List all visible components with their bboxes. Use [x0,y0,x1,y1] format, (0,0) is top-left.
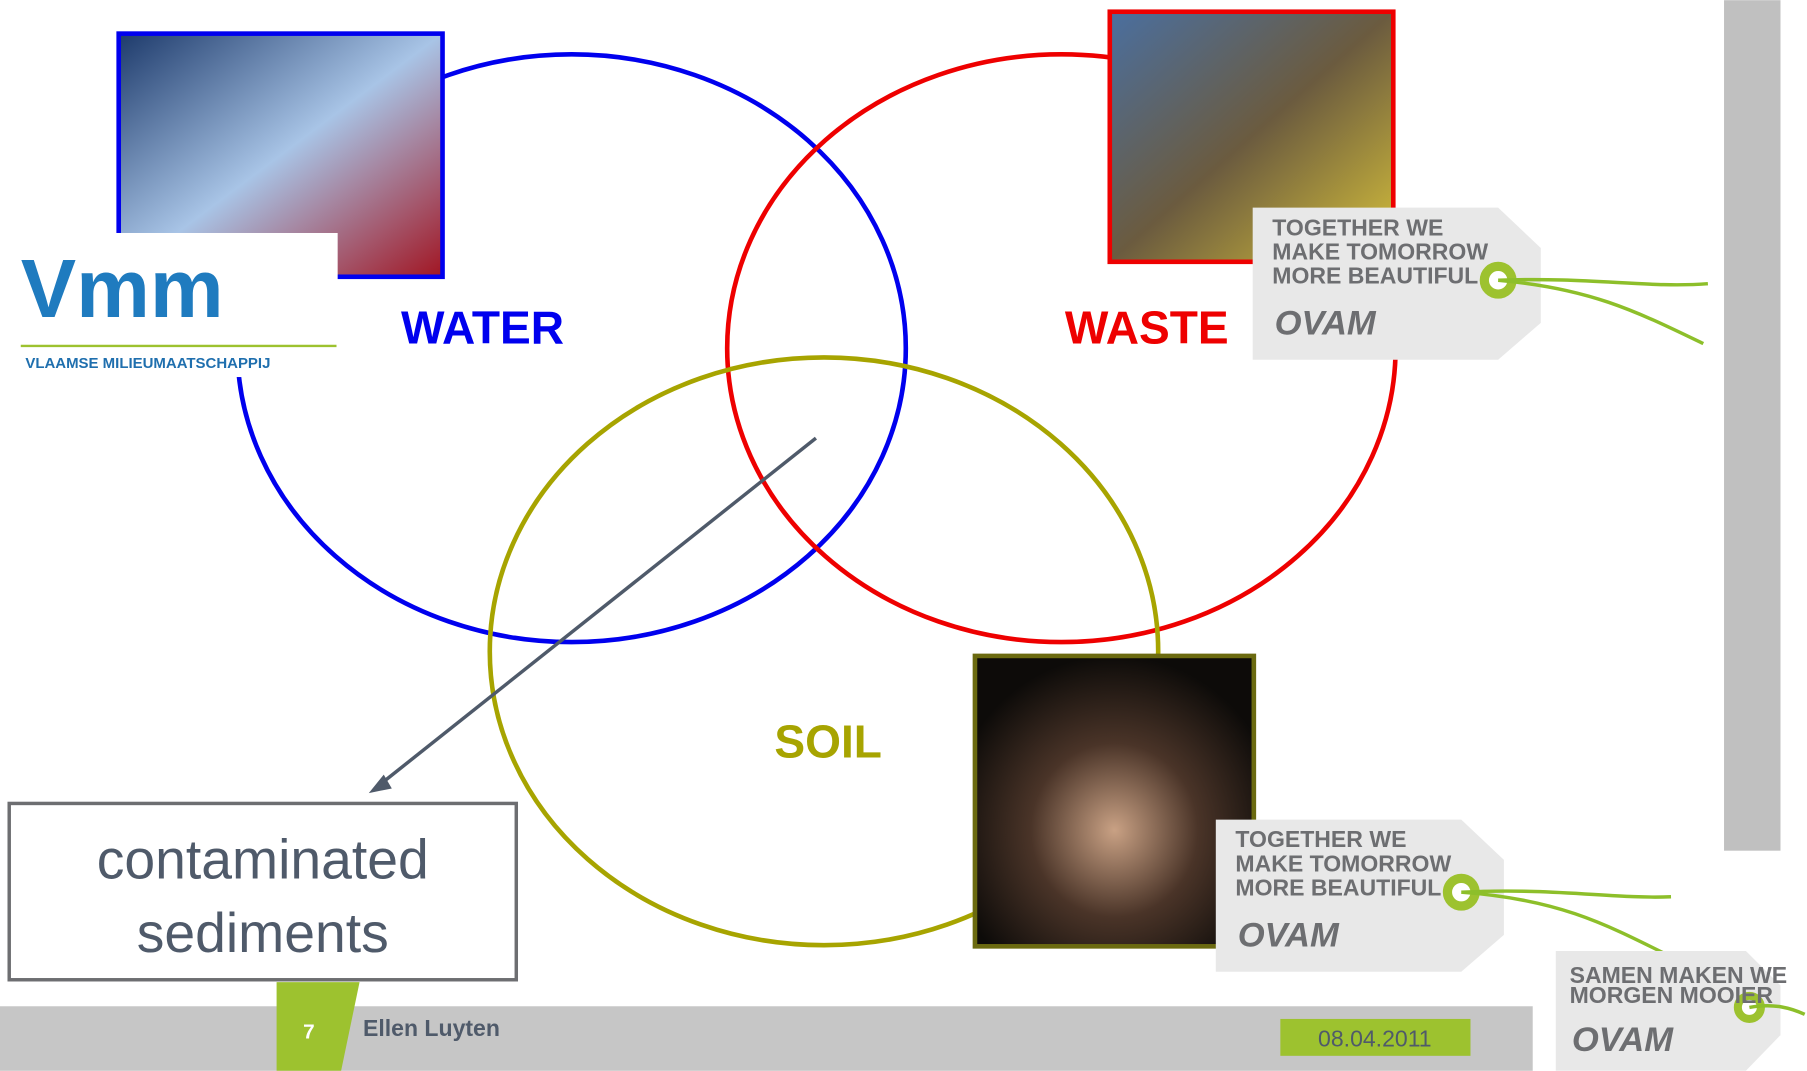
logo-name: VLAAMSE MILIEUMAATSCHAPPIJ [25,355,270,372]
waste-label: WASTE [1065,302,1229,354]
tag: TOGETHER WE MAKE TOMORROW MORE BEAUTIFUL… [1253,208,1708,360]
callout-line: sediments [137,902,389,964]
tag-line: MAKE TOMORROW [1235,850,1451,876]
tag-brand: OVAM [1572,1021,1674,1059]
soil-photo [975,656,1254,946]
side-bar [1724,0,1780,850]
logo-mark: Vmm [21,242,224,335]
callout-line: contaminated [97,828,429,890]
page: {"logo": {"mark": "Vmm", "name": "VLAAMS… [0,0,1807,1071]
tag-brand: OVAM [1275,304,1377,342]
tag: TOGETHER WE MAKE TOMORROW MORE BEAUTIFUL… [1216,820,1671,972]
soil-label: SOIL [774,715,882,767]
slide: Vmm VLAAMSE MILIEUMAATSCHAPPIJ WATER WAS… [0,0,1807,1071]
arrow [378,438,816,786]
page-number: 7 [303,1021,315,1044]
tag: SAMEN MAKEN WE MORGEN MOOIER OVAM [1556,951,1805,1071]
water-label: WATER [401,302,564,354]
tag-line: MORE BEAUTIFUL [1235,875,1441,901]
tag-line: MORGEN MOOIER [1570,982,1774,1008]
tag-line: MAKE TOMORROW [1272,238,1488,264]
tag-line: TOGETHER WE [1235,826,1406,852]
tag-line: MORE BEAUTIFUL [1272,263,1478,289]
date: 08.04.2011 [1318,1026,1432,1052]
author: Ellen Luyten [363,1015,500,1041]
tag-line: TOGETHER WE [1272,214,1443,240]
tag-brand: OVAM [1238,916,1340,954]
